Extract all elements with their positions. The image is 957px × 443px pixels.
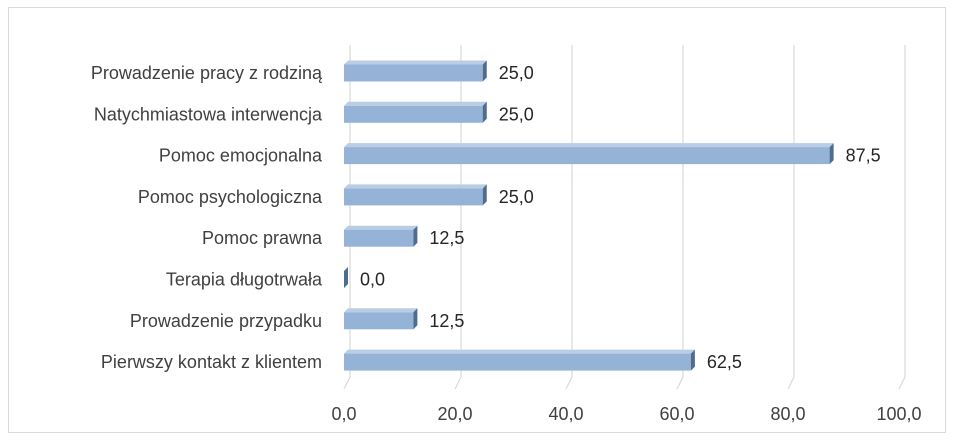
data-label: 12,5	[429, 228, 464, 248]
bar-end	[482, 101, 487, 123]
bar-end	[482, 184, 487, 206]
bar-top	[344, 349, 695, 354]
category-label: Pomoc emocjonalna	[159, 146, 323, 166]
bar-group	[344, 101, 487, 123]
bar-group	[344, 60, 487, 82]
bar-group	[344, 308, 418, 330]
bar	[344, 229, 414, 247]
category-label: Pomoc prawna	[202, 228, 323, 248]
bar-end	[690, 349, 695, 371]
bar-group	[344, 143, 834, 165]
bar-top	[344, 143, 834, 148]
bar-end	[482, 60, 487, 82]
bar	[344, 353, 691, 371]
category-label: Prowadzenie przypadku	[130, 311, 322, 331]
bar-top	[344, 60, 487, 65]
x-tick-label: 60,0	[659, 404, 694, 424]
bar-top	[344, 225, 418, 230]
x-tick-label: 0,0	[331, 404, 356, 424]
category-label: Prowadzenie pracy z rodziną	[91, 63, 323, 83]
bar-end	[829, 143, 834, 165]
x-tick-label: 100,0	[876, 404, 921, 424]
data-label: 25,0	[499, 104, 534, 124]
bar	[344, 188, 483, 206]
bar	[344, 147, 830, 165]
gridline-floor	[454, 376, 462, 390]
x-tick-label: 20,0	[437, 404, 472, 424]
category-label: Terapia długotrwała	[166, 270, 323, 290]
gridline-floor	[343, 376, 351, 390]
gridline-floor	[676, 376, 684, 390]
bar-group	[344, 267, 348, 288]
category-label: Pierwszy kontakt z klientem	[101, 352, 322, 372]
gridline-floor	[898, 376, 906, 390]
gridlines	[343, 45, 906, 390]
data-label: 62,5	[707, 352, 742, 372]
bar-end	[413, 308, 418, 330]
gridline-floor	[787, 376, 795, 390]
bar-group	[344, 349, 695, 371]
x-tick-label: 40,0	[548, 404, 583, 424]
data-label: 25,0	[499, 187, 534, 207]
bar	[344, 312, 414, 330]
data-label: 25,0	[499, 63, 534, 83]
bar-group	[344, 184, 487, 206]
gridline-floor	[565, 376, 573, 390]
category-label: Natychmiastowa interwencja	[94, 104, 323, 124]
data-label: 87,5	[846, 146, 881, 166]
bar-top	[344, 184, 487, 189]
bar-end	[344, 267, 348, 288]
data-label: 12,5	[429, 311, 464, 331]
category-label: Pomoc psychologiczna	[138, 187, 323, 207]
data-label: 0,0	[360, 270, 385, 290]
bar-top	[344, 308, 418, 313]
bar-group	[344, 225, 418, 247]
x-tick-label: 80,0	[770, 404, 805, 424]
bar	[344, 105, 483, 123]
bar-top	[344, 101, 487, 106]
bar	[344, 64, 483, 82]
bar-end	[413, 225, 418, 247]
